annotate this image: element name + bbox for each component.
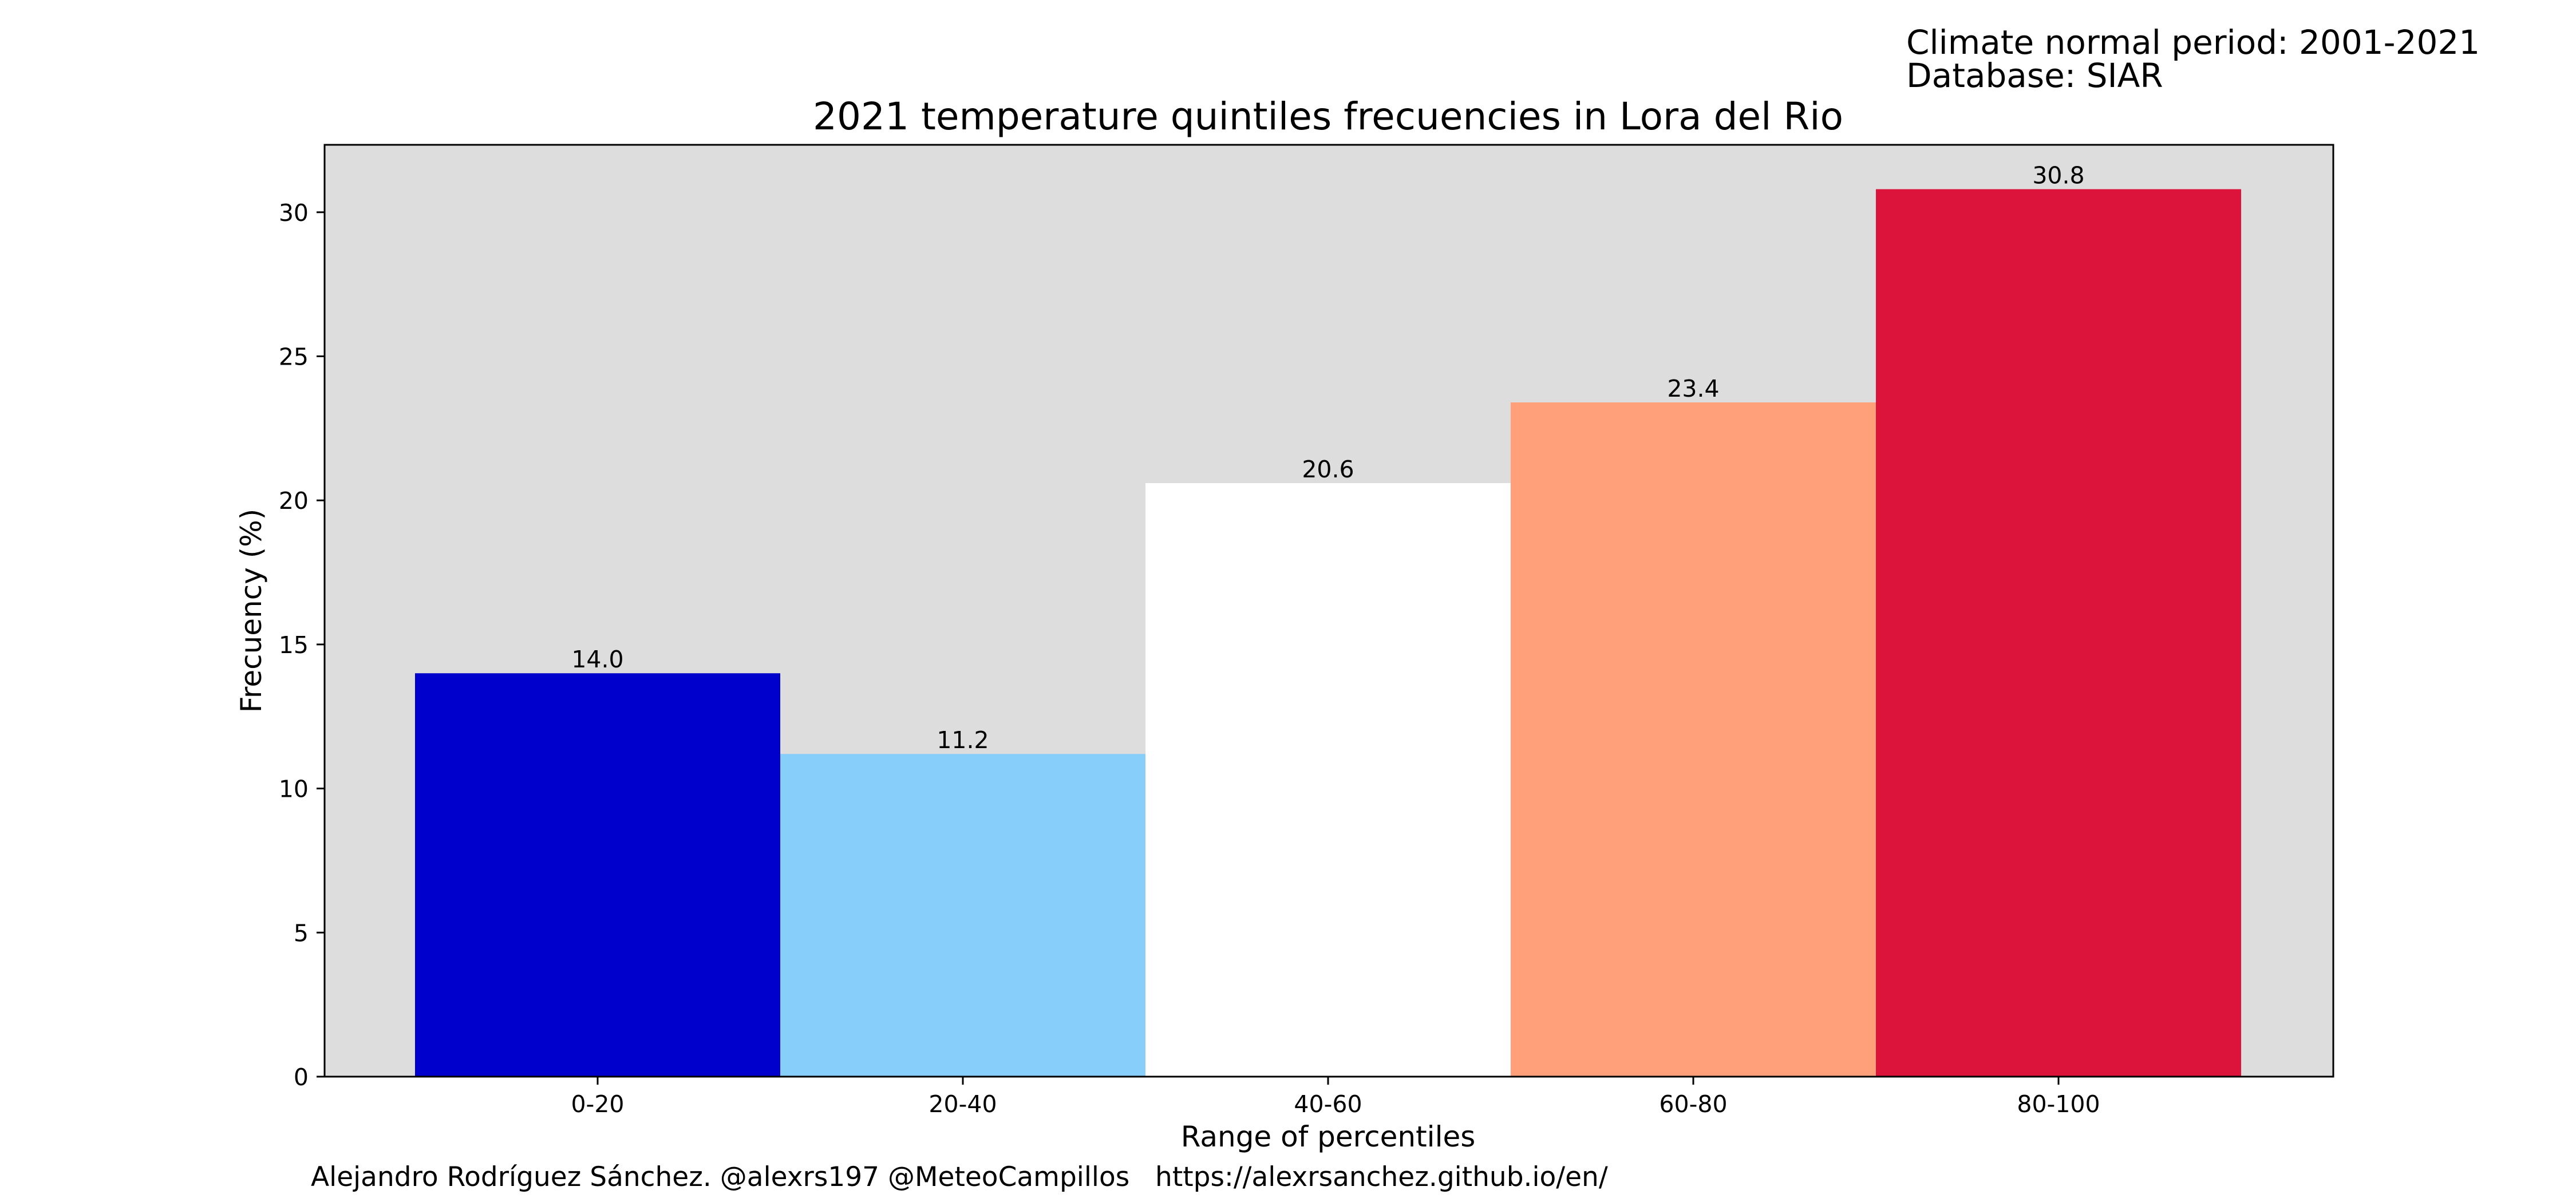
y-tick-label: 25 — [279, 343, 309, 370]
bar-0-20 — [415, 673, 780, 1077]
x-tick-label: 20-40 — [929, 1090, 997, 1118]
y-tick-label: 10 — [279, 776, 309, 803]
bar-value-label: 11.2 — [937, 726, 989, 754]
y-tick-label: 15 — [279, 631, 309, 659]
x-tick-label: 80-100 — [2017, 1090, 2100, 1118]
bar-value-label: 30.8 — [2032, 162, 2084, 189]
author-credit: Alejandro Rodríguez Sánchez. @alexrs197 … — [311, 1161, 1608, 1193]
y-tick-label: 0 — [294, 1063, 309, 1091]
bar-value-labels: 14.0 11.2 20.6 23.4 30.8 — [571, 162, 2084, 754]
bar-20-40 — [780, 754, 1145, 1077]
bar-80-100 — [1876, 189, 2241, 1077]
climate-normal-period: Climate normal period: 2001-2021 — [1906, 23, 2480, 62]
y-axis-label: Frecuency (%) — [235, 509, 268, 713]
y-tick-label: 30 — [279, 199, 309, 227]
x-tick-label: 0-20 — [571, 1090, 624, 1118]
bar-value-label: 23.4 — [1667, 375, 1719, 402]
chart-title: 2021 temperature quintiles frecuencies i… — [813, 94, 1843, 139]
bar-value-label: 14.0 — [571, 646, 623, 673]
bar-40-60 — [1145, 483, 1511, 1077]
bar-60-80 — [1511, 402, 1876, 1077]
database-label: Database: SIAR — [1906, 56, 2163, 95]
y-axis: 0 5 10 15 20 25 30 — [279, 199, 325, 1091]
y-tick-label: 5 — [294, 919, 309, 947]
x-tick-label: 60-80 — [1659, 1090, 1727, 1118]
bars — [415, 189, 2241, 1077]
x-axis-label: Range of percentiles — [1181, 1120, 1476, 1153]
x-axis: 0-20 20-40 40-60 60-80 80-100 — [571, 1077, 2100, 1118]
y-tick-label: 20 — [279, 487, 309, 515]
bar-value-label: 20.6 — [1302, 456, 1354, 483]
x-tick-label: 40-60 — [1294, 1090, 1362, 1118]
